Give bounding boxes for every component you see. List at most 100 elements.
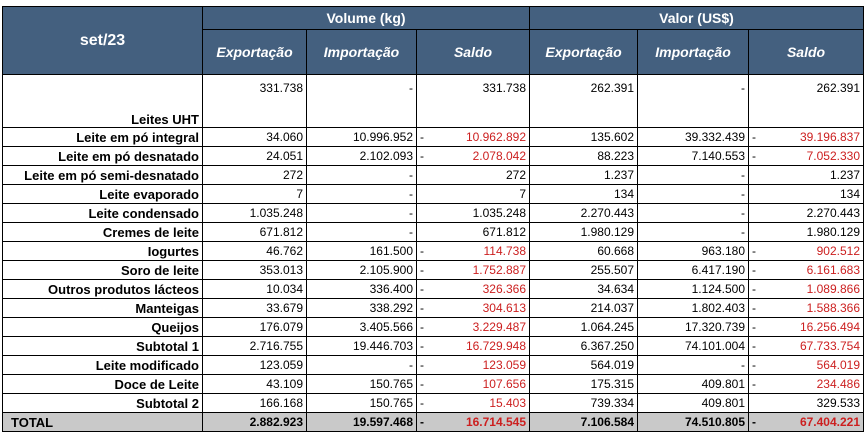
- value-import-cell: 39.332.439: [637, 127, 750, 147]
- table-row: Leite em pó integral 34.060 10.996.952-10.…: [2, 127, 865, 147]
- value-balance-cell: 1.980.129: [748, 222, 865, 242]
- cell-value: 7: [296, 187, 303, 201]
- volume-export-cell: 176.079: [202, 317, 307, 337]
- row-label: Leites UHT: [2, 74, 203, 128]
- cell-value: 2.102.093: [359, 149, 413, 163]
- value-balance-cell: - 1.588.366: [748, 298, 865, 318]
- cell-value: 304.613: [482, 301, 527, 315]
- volume-export-header: Exportação: [202, 29, 307, 75]
- value-export-cell: 134: [529, 184, 639, 204]
- row-label: Manteigas: [2, 298, 203, 318]
- table-row: Subtotal 1 2.716.755 19.446.703-16.729.948…: [2, 336, 865, 356]
- volume-balance-cell: - 16.714.545: [415, 412, 531, 432]
- cell-value: 326.366: [482, 282, 527, 296]
- cell-value: 2.078.042: [472, 149, 527, 163]
- cell-value: 16.256.494: [799, 320, 861, 334]
- cell-value: 272: [282, 168, 303, 182]
- cell-value: 336.400: [369, 282, 413, 296]
- negative-sign: -: [752, 263, 757, 277]
- volume-export-cell: 33.679: [202, 298, 307, 318]
- table-row: Queijos 176.079 3.405.566-3.229.487 1.064.2…: [2, 317, 865, 337]
- cell-value: 123.059: [259, 358, 303, 372]
- value-import-cell: 1.802.403: [637, 298, 750, 318]
- volume-balance-cell: - 107.656: [415, 374, 531, 394]
- negative-sign: -: [420, 358, 424, 372]
- value-balance-cell: - 67.404.221: [748, 412, 865, 432]
- negative-sign: -: [752, 301, 757, 315]
- cell-value: 255.507: [590, 263, 635, 277]
- value-import-cell: -: [637, 74, 750, 128]
- volume-balance-cell: - 3.229.487: [415, 317, 531, 337]
- cell-value: 10.962.892: [465, 130, 527, 144]
- volume-balance-cell: 7: [415, 184, 531, 204]
- negative-sign: -: [420, 149, 424, 163]
- value-balance-cell: 1.237: [748, 165, 865, 185]
- cell-value: 107.656: [482, 377, 527, 391]
- volume-balance-cell: - 15.403: [415, 393, 531, 413]
- cell-value: 176.079: [259, 320, 303, 334]
- value-balance-cell: - 39.196.837: [748, 127, 865, 147]
- cell-value: -: [741, 187, 746, 201]
- cell-value: 161.500: [369, 244, 413, 258]
- cell-value: 564.019: [590, 358, 635, 372]
- row-label: Leite condensado: [2, 203, 203, 223]
- value-export-cell: 7.106.584: [529, 412, 639, 432]
- value-export-cell: 1.064.245: [529, 317, 639, 337]
- volume-export-cell: 1.035.248: [202, 203, 307, 223]
- table-row: Subtotal 2 166.168 150.765- 15.403 739.334 40…: [2, 393, 865, 413]
- cell-value: 114.738: [483, 244, 527, 258]
- value-import-cell: -: [637, 222, 750, 242]
- value-import-cell: 963.180: [637, 241, 750, 261]
- cell-value: 7.140.553: [691, 149, 746, 163]
- volume-balance-cell: 671.812: [415, 222, 531, 242]
- volume-export-cell: 166.168: [202, 393, 307, 413]
- volume-export-cell: 331.738: [202, 74, 307, 128]
- cell-value: -: [741, 358, 746, 372]
- value-import-cell: 7.140.553: [637, 146, 750, 166]
- table-row: Iogurtes 46.762 161.500-114.738 60.668 963.1…: [2, 241, 865, 261]
- cell-value: 262.391: [590, 81, 635, 95]
- cell-value: 74.510.805: [684, 415, 746, 429]
- value-balance-cell: - 7.052.330: [748, 146, 865, 166]
- negative-sign: -: [752, 320, 757, 334]
- value-export-cell: 6.367.250: [529, 336, 639, 356]
- value-balance-cell: 134: [748, 184, 865, 204]
- negative-sign: -: [420, 301, 424, 315]
- negative-sign: -: [420, 130, 424, 144]
- volume-group-header: Volume (kg): [201, 6, 531, 30]
- cell-value: 67.733.754: [799, 339, 861, 353]
- value-balance-cell: - 234.486: [748, 374, 865, 394]
- volume-balance-cell: - 1.752.887: [415, 260, 531, 280]
- value-import-cell: -: [637, 184, 750, 204]
- cell-value: 39.332.439: [684, 130, 746, 144]
- volume-import-cell: 150.765: [306, 374, 417, 394]
- volume-balance-cell: - 304.613: [415, 298, 531, 318]
- volume-import-cell: -: [306, 222, 417, 242]
- row-label: Iogurtes: [2, 241, 203, 261]
- cell-value: 2.270.443: [806, 206, 861, 220]
- cell-value: 19.446.703: [352, 339, 413, 353]
- cell-value: -: [741, 81, 746, 95]
- row-label: Leite em pó integral: [2, 127, 203, 147]
- table-row: Outros produtos lácteos 10.034 336.400-326…: [2, 279, 865, 299]
- value-balance-cell: 2.270.443: [748, 203, 865, 223]
- cell-value: 150.765: [369, 377, 413, 391]
- period-header: set/23: [2, 6, 203, 75]
- value-import-cell: 17.320.739: [637, 317, 750, 337]
- cell-value: 166.168: [259, 396, 303, 410]
- volume-import-cell: -: [306, 184, 417, 204]
- cell-value: -: [409, 168, 413, 182]
- value-import-cell: 74.101.004: [637, 336, 750, 356]
- value-export-cell: 255.507: [529, 260, 639, 280]
- cell-value: 671.812: [482, 225, 527, 239]
- cell-value: -: [741, 206, 746, 220]
- negative-sign: -: [752, 358, 757, 372]
- volume-import-cell: -: [306, 355, 417, 375]
- value-balance-cell: - 564.019: [748, 355, 865, 375]
- cell-value: 329.533: [816, 396, 861, 410]
- negative-sign: -: [752, 149, 757, 163]
- cell-value: 10.996.952: [352, 130, 413, 144]
- volume-balance-cell: - 2.078.042: [415, 146, 531, 166]
- cell-value: 2.105.900: [359, 263, 413, 277]
- total-row: TOTAL 2.882.923 19.597.468-16.714.545 7.106…: [2, 412, 865, 432]
